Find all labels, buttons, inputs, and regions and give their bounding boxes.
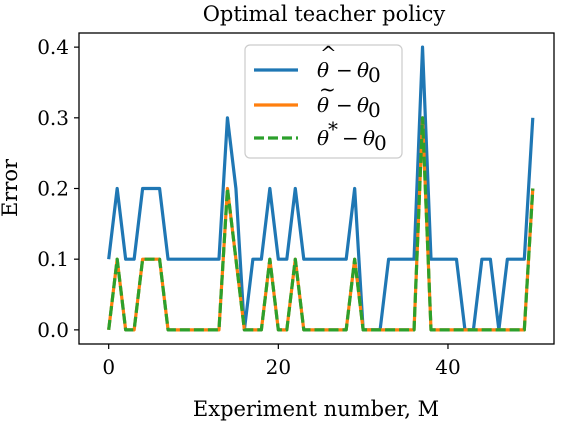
svg-text:θ: θ <box>317 58 329 82</box>
legend-label-theta-hat: θ ^ − θ 0 <box>317 41 381 87</box>
svg-text:θ: θ <box>363 126 375 150</box>
y-tick-label: 0.2 <box>37 177 69 201</box>
x-tick-label: 40 <box>435 355 460 379</box>
svg-text:θ: θ <box>357 93 369 117</box>
chart-title: Optimal teacher policy <box>203 2 446 26</box>
svg-text:−: − <box>342 126 359 150</box>
legend-label-theta-star: θ * − θ 0 <box>317 117 387 155</box>
svg-text:0: 0 <box>368 63 381 87</box>
svg-text:~: ~ <box>319 77 336 101</box>
y-axis-label: Error <box>0 158 22 217</box>
series-line-1-theta-hat-theta0 <box>107 45 535 332</box>
svg-text:^: ^ <box>320 41 337 65</box>
svg-text:−: − <box>336 93 353 117</box>
series-layer <box>107 45 535 332</box>
y-tick-label: 0.1 <box>37 247 69 271</box>
svg-text:θ: θ <box>317 93 329 117</box>
y-tick-label: 0.3 <box>37 106 69 130</box>
legend-label-theta-tilde: θ ~ − θ 0 <box>317 77 381 122</box>
svg-text:0: 0 <box>368 98 381 122</box>
x-axis: 0 20 40 <box>102 344 461 379</box>
legend: θ ^ − θ 0 θ ~ − θ 0 θ * − θ 0 <box>244 41 403 159</box>
series-line-3-theta-star-theta0 <box>107 116 535 332</box>
legend-box <box>244 44 403 159</box>
svg-text:0: 0 <box>374 131 387 155</box>
y-axis: 0.0 0.1 0.2 0.3 0.4 <box>37 35 79 342</box>
y-tick-label: 0.0 <box>37 318 69 342</box>
y-tick-label: 0.4 <box>37 35 69 59</box>
svg-text:θ: θ <box>357 58 369 82</box>
x-axis-label: Experiment number, M <box>193 397 439 421</box>
x-tick-label: 20 <box>266 355 291 379</box>
svg-text:−: − <box>336 58 353 82</box>
svg-text:θ: θ <box>317 126 329 150</box>
x-tick-label: 0 <box>102 355 115 379</box>
svg-text:*: * <box>328 117 338 141</box>
